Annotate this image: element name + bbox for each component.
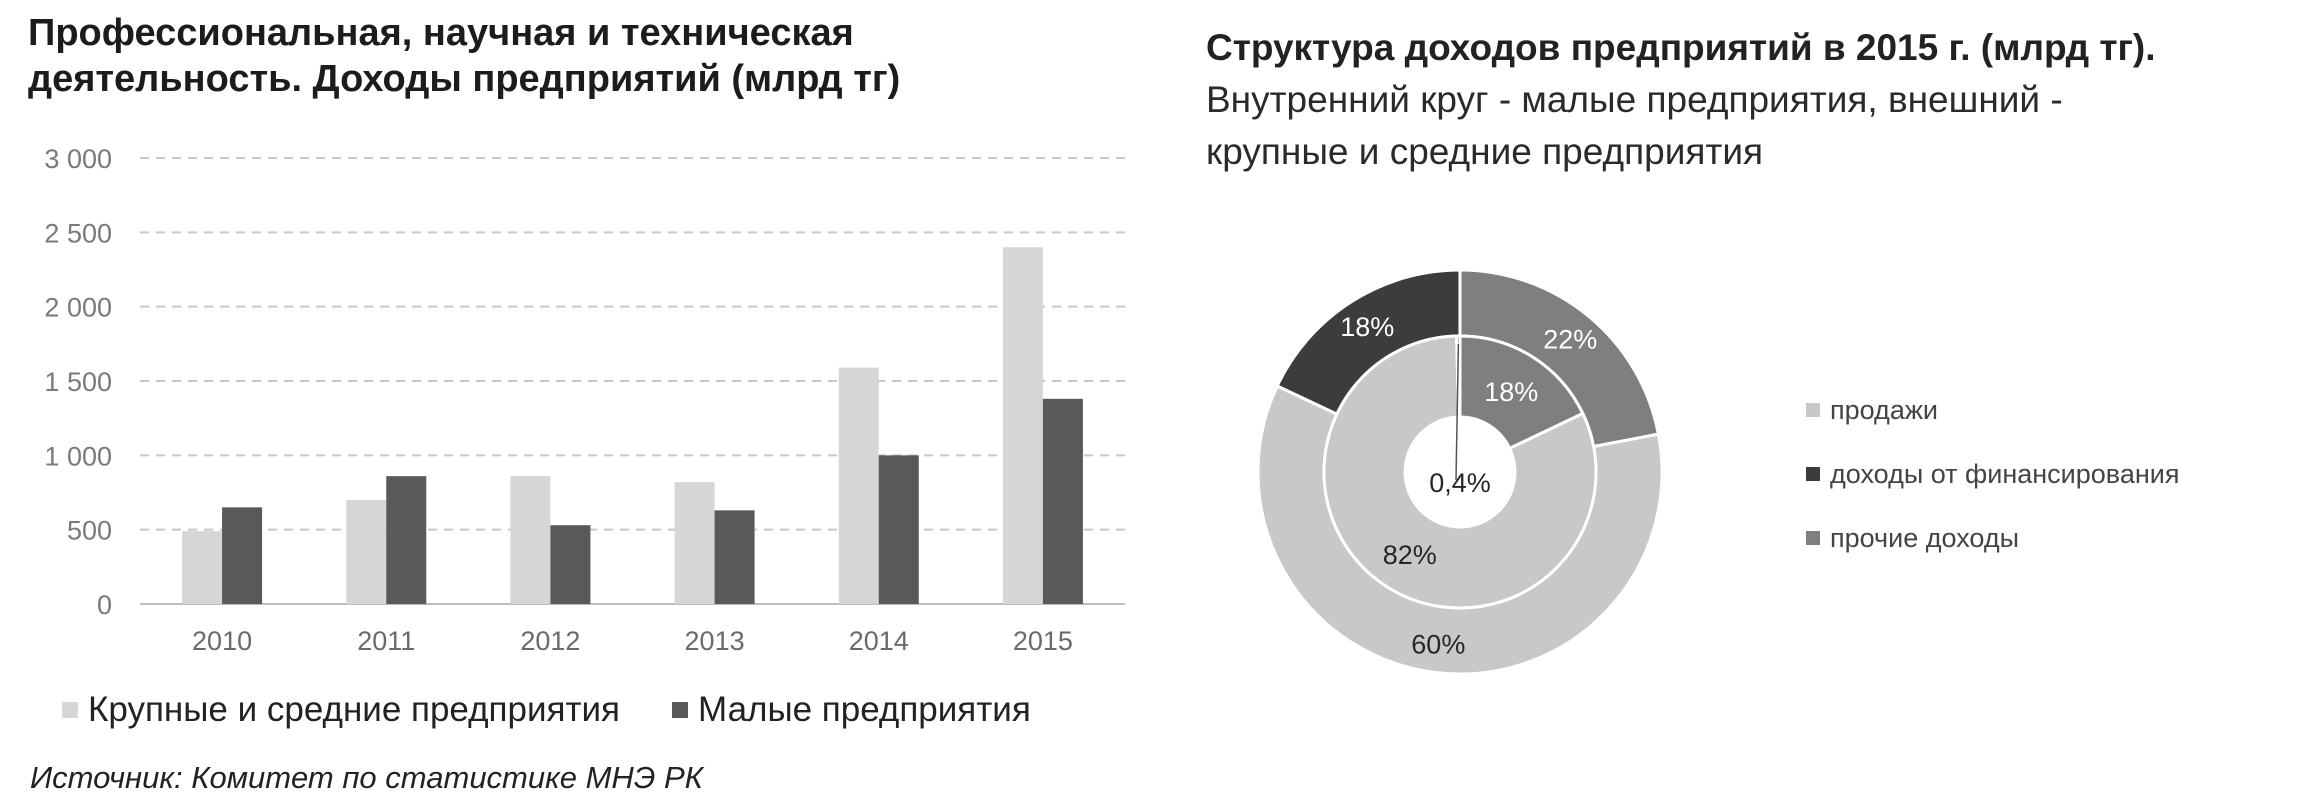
bar-chart-title: Профессиональная, научная и техническая … <box>28 10 1128 102</box>
legend-item-large: Крупные и средние предприятия <box>62 690 620 730</box>
donut-chart: 22% 60% 18% 18% 82% 0,4% <box>1256 268 1664 676</box>
y-tick-label: 1 000 <box>44 441 112 471</box>
pie-chart-title: Структура доходов предприятий в 2015 г. … <box>1206 22 2266 178</box>
bar-small <box>386 476 427 604</box>
bar-chart: 0 500 1 000 1 500 2 000 2 500 3 000 2010 2011 201… <box>44 144 1125 656</box>
donut-inner-label-sales: 82% <box>1383 540 1437 570</box>
bar-small <box>222 507 263 604</box>
legend-item-small: Малые предприятия <box>672 690 1031 730</box>
x-tick-label: 2011 <box>357 626 415 656</box>
legend-swatch-large <box>62 702 78 718</box>
donut-outer-label-other: 22% <box>1543 325 1597 355</box>
legend-label-sales: продажи <box>1830 394 1938 425</box>
donut-inner-slice-other <box>1458 334 1585 451</box>
legend-swatch-small <box>672 702 689 718</box>
donut-outer-label-sales: 60% <box>1411 630 1465 660</box>
legend-swatch-sales <box>1806 403 1820 417</box>
bar-large <box>838 367 879 604</box>
x-tick-label: 2015 <box>1013 626 1073 656</box>
bar-large <box>510 476 551 604</box>
legend-swatch-other <box>1806 531 1820 545</box>
legend-swatch-finance <box>1806 467 1820 481</box>
y-tick-label: 3 000 <box>44 144 112 174</box>
source-note: Источник: Комитет по статистике МНЭ РК <box>30 760 703 795</box>
legend-label-finance: доходы от финансирования <box>1830 458 2180 489</box>
bar-small <box>1042 398 1083 604</box>
y-tick-label: 0 <box>97 590 112 620</box>
pie-chart-legend: продажи доходы от финансирования прочие … <box>1806 378 2179 570</box>
bar-small <box>878 455 919 604</box>
x-tick-label: 2010 <box>192 626 252 656</box>
pie-chart-subtitle-line2: крупные и средние предприятия <box>1206 131 1764 172</box>
y-tick-label: 2 500 <box>44 218 112 248</box>
pie-chart-subtitle-line1: Внутренний круг - малые предприятия, вне… <box>1206 79 2063 120</box>
legend-item-sales: продажи <box>1806 378 2179 442</box>
pie-chart-title-main: Структура доходов предприятий в 2015 г. … <box>1206 27 2156 68</box>
bar-chart-legend: Крупные и средние предприятия Малые пред… <box>62 690 1073 730</box>
donut-outer-label-finance: 18% <box>1340 312 1394 342</box>
legend-item-finance: доходы от финансирования <box>1806 442 2179 506</box>
donut-inner-slice-sales <box>1322 334 1598 610</box>
legend-label-small: Малые предприятия <box>698 690 1031 729</box>
x-tick-label: 2012 <box>520 626 580 656</box>
legend-item-other: прочие доходы <box>1806 506 2179 570</box>
x-tick-label: 2013 <box>685 626 745 656</box>
bar-large <box>674 482 715 604</box>
bar-large <box>182 531 223 604</box>
bar-large <box>1002 247 1043 604</box>
x-tick-label: 2014 <box>849 626 909 656</box>
bar-chart-title-line2: деятельность. Доходы предприятий (млрд т… <box>28 58 901 100</box>
bar-chart-title-line1: Профессиональная, научная и техническая <box>28 12 854 54</box>
y-tick-label: 500 <box>67 516 112 546</box>
legend-label-other: прочие доходы <box>1830 522 2019 553</box>
donut-inner-label-finance: 0,4% <box>1429 468 1491 498</box>
y-tick-label: 2 000 <box>44 293 112 323</box>
bar-small <box>550 525 591 604</box>
legend-label-large: Крупные и средние предприятия <box>88 690 621 729</box>
y-tick-label: 1 500 <box>44 367 112 397</box>
donut-inner-label-other: 18% <box>1484 377 1538 407</box>
bar-large <box>346 499 387 604</box>
donut-inner-leader-line <box>1455 343 1460 481</box>
bar-small <box>714 510 755 604</box>
